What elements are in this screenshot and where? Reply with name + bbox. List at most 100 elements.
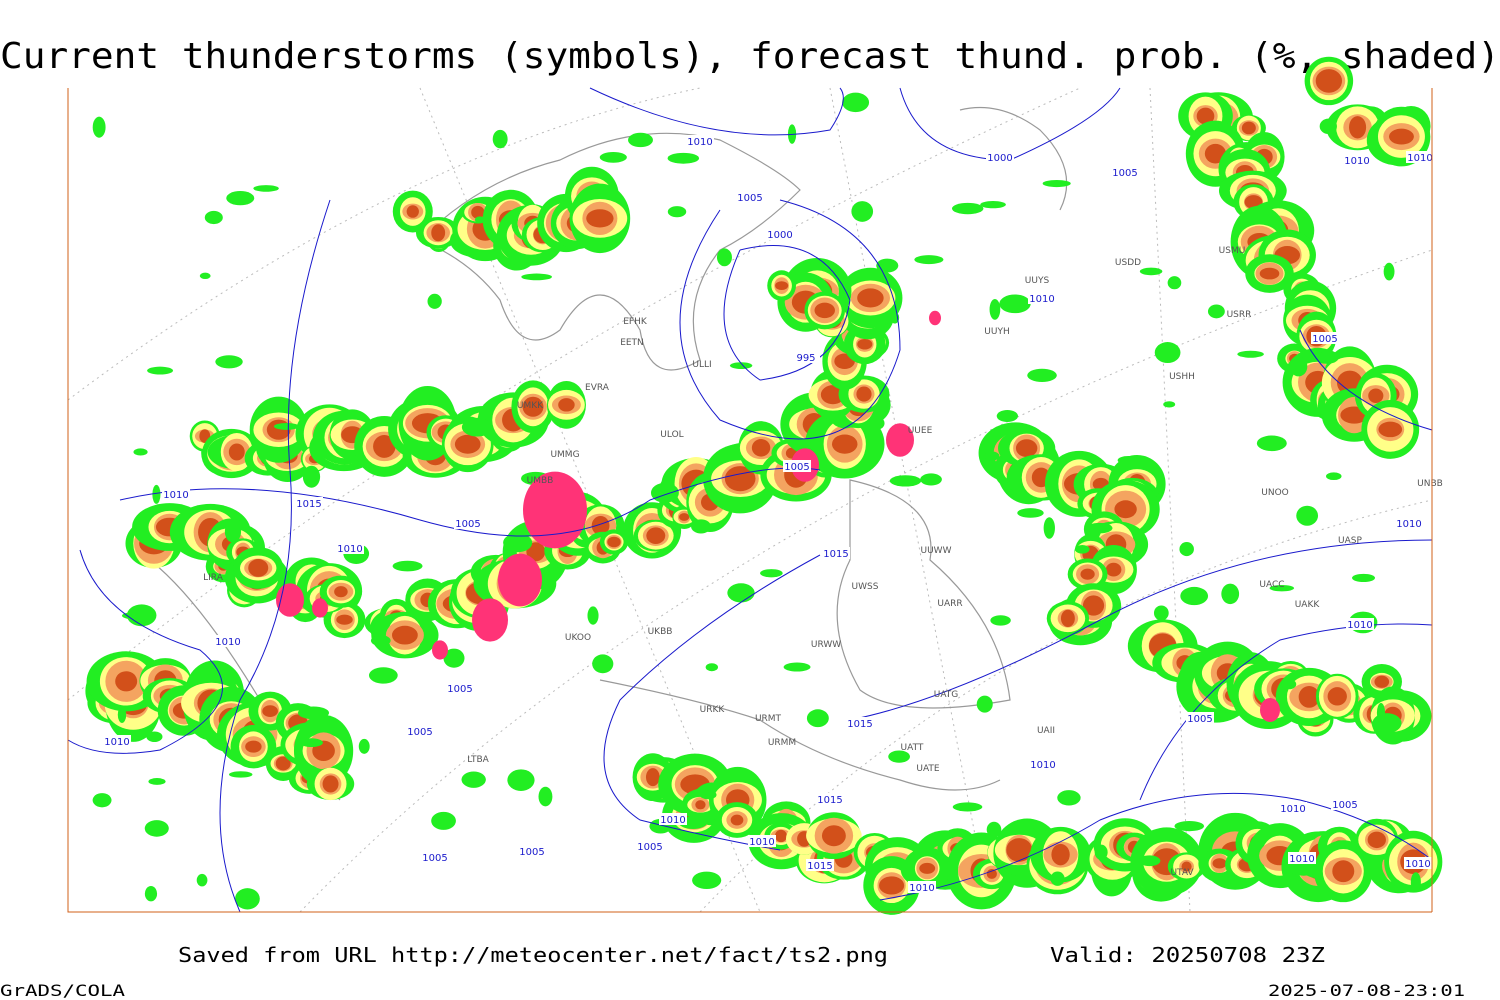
shading: [1051, 843, 1070, 866]
isobar-label: 1015: [807, 861, 832, 872]
station-code: UAII: [1037, 726, 1055, 736]
shading: [215, 355, 243, 369]
shading: [228, 443, 245, 461]
shading: [1378, 421, 1403, 438]
shading: [406, 205, 419, 218]
shading: [92, 116, 106, 138]
isobar-label-bg: [1346, 618, 1374, 630]
shading: [857, 338, 873, 350]
shading: [783, 662, 811, 672]
shading: [695, 800, 706, 810]
shading: [461, 771, 486, 788]
isobar-label-bg: [659, 813, 687, 825]
isobar-label-bg: [766, 228, 794, 240]
isobar-label: 1005: [519, 847, 544, 858]
isobar-label-bg: [1311, 332, 1339, 344]
thunderstorm-symbols: [523, 471, 587, 549]
shading: [1139, 267, 1163, 276]
station-code: USRR: [1227, 310, 1252, 320]
shading: [914, 255, 944, 265]
shading: [1060, 609, 1075, 627]
shading: [1349, 116, 1367, 139]
shading: [716, 248, 732, 267]
thunderstorm-symbols: [886, 423, 914, 457]
shading: [322, 775, 339, 793]
station-code: UKOO: [565, 633, 591, 643]
isobar: [67, 549, 223, 754]
shading: [299, 738, 323, 748]
shading: [1094, 844, 1108, 860]
thunderstorm-symbols: [312, 598, 328, 618]
shading: [1174, 821, 1205, 832]
shading: [814, 302, 835, 319]
thunderstorm-symbols: [432, 640, 448, 660]
shading: [1163, 401, 1176, 408]
isobar-label: 1005: [737, 193, 762, 204]
station-code: UMBB: [527, 476, 554, 486]
shading: [1241, 121, 1256, 135]
station-code: UATE: [916, 764, 940, 774]
shading: [1367, 831, 1386, 849]
coastline: [836, 479, 1011, 709]
isobar-label-bg: [518, 845, 546, 857]
shading: [879, 876, 905, 895]
station-code: URWW: [811, 640, 841, 650]
shading: [133, 448, 148, 456]
isobar: [679, 199, 901, 440]
shading: [599, 151, 627, 163]
isobar-label-bg: [686, 135, 714, 147]
station-code: UTAV: [1170, 868, 1194, 878]
isobar-label-bg: [295, 497, 323, 509]
shading: [920, 473, 942, 486]
isobar-label: 1010: [1396, 519, 1421, 530]
station-code: UNBB: [1417, 479, 1443, 489]
isobar-label: 1010: [163, 490, 188, 501]
isobar-label-bg: [846, 717, 874, 729]
thunderstorm-symbols: [929, 310, 941, 326]
shading: [1180, 586, 1209, 606]
shading: [235, 888, 260, 910]
isobar-label: 1015: [296, 499, 321, 510]
isobar-label: 1010: [1030, 760, 1055, 771]
shading: [302, 465, 321, 488]
shading: [1372, 713, 1402, 734]
shading: [1207, 304, 1225, 319]
shading: [147, 366, 174, 375]
shading: [431, 224, 446, 242]
shading: [1117, 455, 1139, 465]
shading: [1179, 542, 1194, 557]
isobar-label-bg: [1186, 712, 1214, 724]
shading: [586, 209, 614, 228]
station-code: UKBB: [648, 627, 673, 637]
shading: [775, 281, 789, 291]
isobar-label: 1005: [422, 853, 447, 864]
graticule-line: [67, 87, 701, 401]
isobar-label: 1010: [215, 637, 240, 648]
shading: [1368, 388, 1384, 403]
shading: [1389, 128, 1414, 145]
isobar: [1299, 329, 1433, 431]
shading: [1006, 838, 1033, 862]
isobar-label: 1005: [1332, 800, 1357, 811]
isobar-label: 1005: [407, 727, 432, 738]
isobar-label-bg: [748, 835, 776, 847]
isobar-label-bg: [103, 735, 131, 747]
isobar-label: 1005: [637, 842, 662, 853]
shading: [1289, 356, 1308, 377]
isobar-label-bg: [1111, 166, 1139, 178]
shading: [699, 790, 717, 800]
shading: [692, 871, 722, 889]
isobar-label-bg: [792, 351, 820, 363]
isobar-label: 1000: [767, 230, 792, 241]
shading: [1315, 69, 1343, 93]
shading: [373, 434, 396, 458]
shading: [248, 559, 269, 577]
isobar-label: 1010: [687, 137, 712, 148]
shading: [1288, 861, 1320, 876]
station-code: URKK: [700, 705, 726, 715]
graticule-line: [299, 249, 1433, 913]
shading: [443, 648, 465, 668]
shading: [1196, 107, 1215, 125]
shading: [334, 586, 348, 598]
